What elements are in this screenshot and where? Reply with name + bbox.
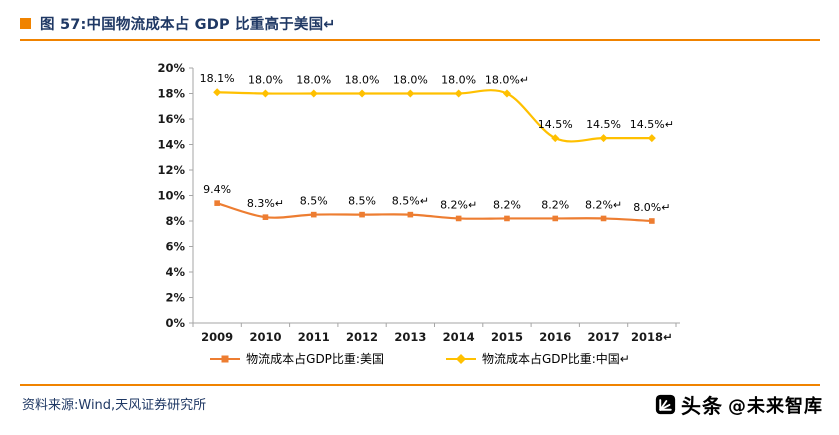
toutiao-logo-icon xyxy=(655,394,676,415)
marker-square xyxy=(649,218,655,224)
data-label: 18.0% xyxy=(393,74,428,87)
x-tick-label: 2012 xyxy=(346,330,378,344)
x-tick-label: 2010 xyxy=(249,330,281,344)
data-label: 8.5% xyxy=(348,195,376,208)
figure-title-row: 图 57:中国物流成本占 GDP 比重高于美国↵ xyxy=(20,12,336,34)
x-tick-label: 2011 xyxy=(298,330,330,344)
legend-marker-china-diamond-icon xyxy=(445,353,476,364)
y-tick-label: 12% xyxy=(157,163,185,177)
y-tick-label: 0% xyxy=(165,316,185,330)
data-label: 14.5% xyxy=(538,118,573,131)
y-tick-label: 16% xyxy=(157,112,185,126)
marker-square xyxy=(407,211,414,218)
marker-square xyxy=(214,200,220,206)
y-tick-label: 4% xyxy=(165,265,185,279)
marker-diamond xyxy=(454,89,463,98)
source-note: 资料来源:Wind,天风证券研究所 xyxy=(22,398,207,413)
marker-diamond xyxy=(213,88,222,97)
x-tick-label: 2018↵ xyxy=(631,330,673,344)
watermark-brand: 头条 xyxy=(681,394,723,418)
legend-item-china: 物流成本占GDP比重:中国↵ xyxy=(445,350,630,367)
legend-item-us: 物流成本占GDP比重:美国 xyxy=(210,350,384,367)
x-tick-label: 2017 xyxy=(588,330,620,344)
data-label: 18.0% xyxy=(248,74,283,87)
data-label: 14.5% xyxy=(586,118,621,131)
legend-marker-us-square-icon xyxy=(210,355,241,362)
data-label: 18.0% xyxy=(296,74,331,87)
y-tick-label: 6% xyxy=(165,240,185,254)
series-line-1 xyxy=(216,89,653,143)
marker-diamond xyxy=(406,89,415,98)
marker-square xyxy=(310,211,317,218)
series-line-0 xyxy=(216,202,653,223)
data-label: 8.2%↵ xyxy=(585,198,622,211)
x-tick-label: 2009 xyxy=(201,330,233,344)
chart-legend: 物流成本占GDP比重:美国 物流成本占GDP比重:中国↵ xyxy=(140,350,700,367)
data-label: 18.0% xyxy=(441,74,476,87)
data-label: 8.2%↵ xyxy=(440,198,477,211)
marker-diamond xyxy=(309,89,318,98)
legend-label-us: 物流成本占GDP比重:美国 xyxy=(246,352,384,366)
y-tick-label: 14% xyxy=(157,138,185,152)
watermark: 头条 @未来智库 xyxy=(655,390,823,419)
data-label: 8.2% xyxy=(541,198,569,211)
data-label: 8.5%↵ xyxy=(392,195,429,208)
top-divider xyxy=(20,39,820,41)
marker-square xyxy=(600,215,607,222)
data-label: 8.3%↵ xyxy=(247,197,284,210)
data-label: 18.0% xyxy=(345,74,380,87)
data-label: 9.4% xyxy=(203,183,231,196)
data-label: 18.1% xyxy=(200,72,235,85)
marker-square xyxy=(455,215,462,222)
marker-diamond xyxy=(647,134,656,143)
x-tick-label: 2016 xyxy=(539,330,571,344)
marker-square xyxy=(262,214,269,220)
data-label: 8.5% xyxy=(300,195,328,208)
x-tick-label: 2013 xyxy=(394,330,426,344)
data-label: 18.0%↵ xyxy=(485,74,529,87)
title-bullet-icon xyxy=(20,17,31,29)
marker-diamond xyxy=(261,89,270,98)
watermark-handle: @未来智库 xyxy=(728,395,823,417)
y-tick-label: 2% xyxy=(165,291,185,305)
marker-square xyxy=(504,215,510,222)
marker-square xyxy=(359,211,365,218)
marker-diamond xyxy=(358,89,367,98)
bottom-divider xyxy=(20,384,820,386)
line-chart: 0% 2% 4% 6% 8% 10% 12% 14% 16% 18% 20% 2009 2010 2011… xyxy=(120,48,820,348)
x-tick-label: 2015 xyxy=(491,330,523,344)
x-tick-label: 2014 xyxy=(443,330,475,344)
marker-diamond xyxy=(502,89,511,98)
marker-diamond xyxy=(551,134,560,143)
data-label: 14.5%↵ xyxy=(630,118,674,131)
chart-canvas: 0% 2% 4% 6% 8% 10% 12% 14% 16% 18% 20% 2009 2010 2011… xyxy=(157,61,680,344)
y-tick-label: 10% xyxy=(157,189,185,203)
y-tick-label: 8% xyxy=(165,214,185,228)
y-tick-label: 18% xyxy=(157,87,185,101)
legend-label-china: 物流成本占GDP比重:中国↵ xyxy=(481,352,630,366)
marker-diamond xyxy=(599,134,608,143)
marker-square xyxy=(552,215,559,222)
data-label: 8.2% xyxy=(493,198,521,211)
y-tick-label: 20% xyxy=(157,61,185,75)
data-label: 8.0%↵ xyxy=(633,201,670,214)
figure-title: 图 57:中国物流成本占 GDP 比重高于美国↵ xyxy=(40,16,336,33)
